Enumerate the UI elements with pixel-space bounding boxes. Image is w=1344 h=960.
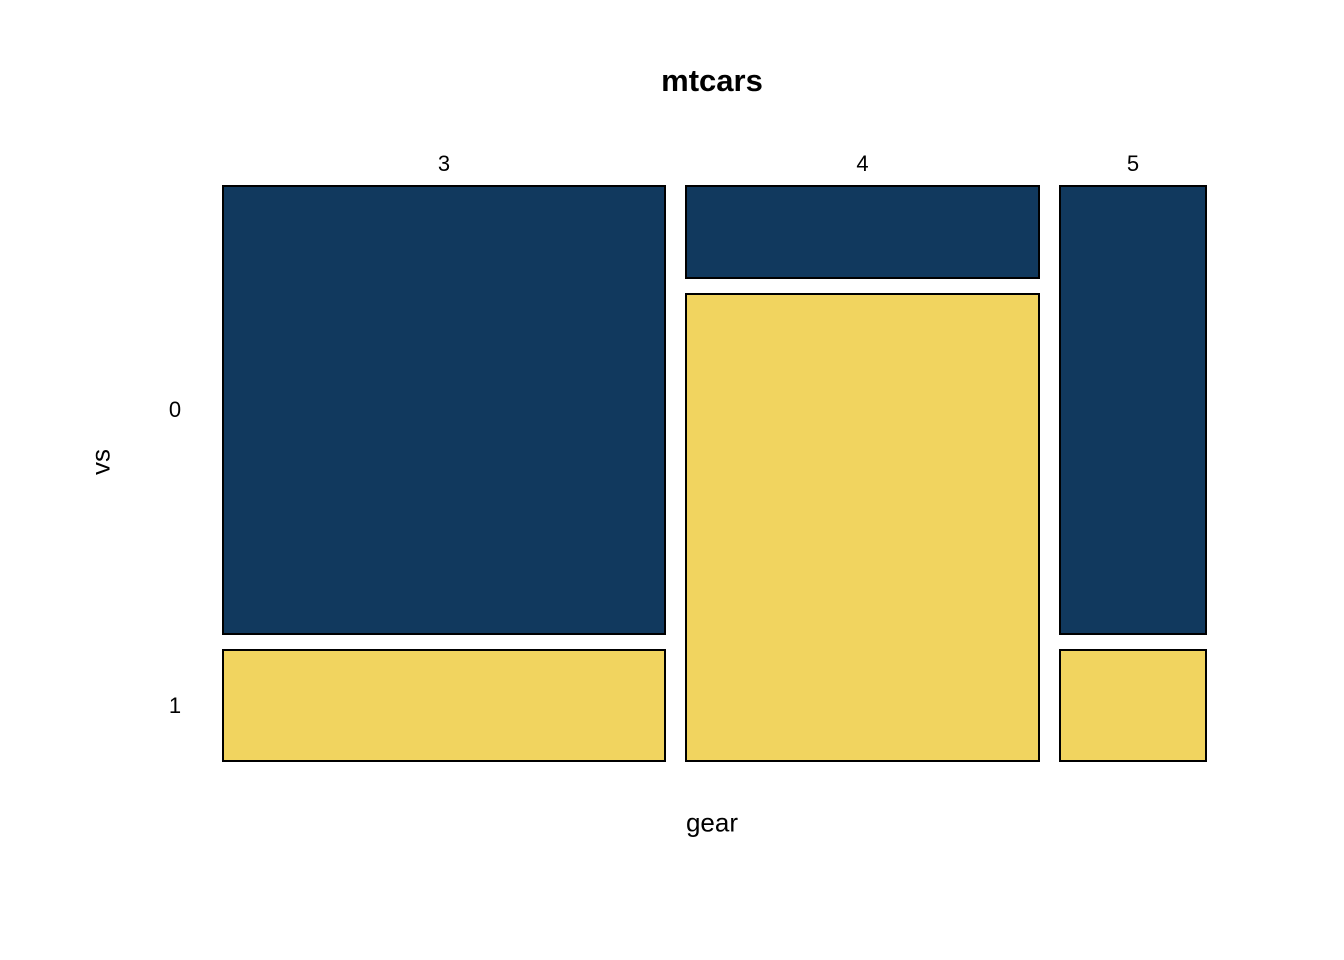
y-axis-title: vs <box>85 449 116 475</box>
x-tick-label-5: 5 <box>1126 151 1140 176</box>
mosaic-cell-gear-4-vs-1 <box>684 292 1041 762</box>
x-tick-label-4: 4 <box>856 151 869 176</box>
chart-title: mtcars <box>661 63 763 98</box>
mosaic-cell-gear-4-vs-0 <box>684 185 1041 279</box>
x-tick-label-3: 3 <box>437 151 451 176</box>
x-axis-title: gear <box>685 807 739 838</box>
mosaic-cell-gear-3-vs-0 <box>222 185 666 636</box>
y-tick-label-0: 0 <box>168 397 182 423</box>
y-tick-label-1: 1 <box>168 692 182 718</box>
mosaic-cell-gear-5-vs-1 <box>1059 649 1207 762</box>
plot-area: 3 0 1 4 5 <box>169 151 1207 762</box>
mosaic-cell-gear-5-vs-0 <box>1059 185 1207 636</box>
mosaic-cell-gear-3-vs-1 <box>222 649 666 762</box>
